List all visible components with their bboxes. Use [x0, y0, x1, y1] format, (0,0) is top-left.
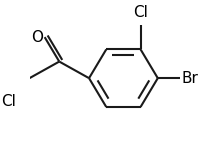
Text: Cl: Cl: [1, 94, 16, 109]
Text: Br: Br: [182, 71, 199, 86]
Text: O: O: [31, 30, 43, 45]
Text: Cl: Cl: [133, 5, 148, 20]
